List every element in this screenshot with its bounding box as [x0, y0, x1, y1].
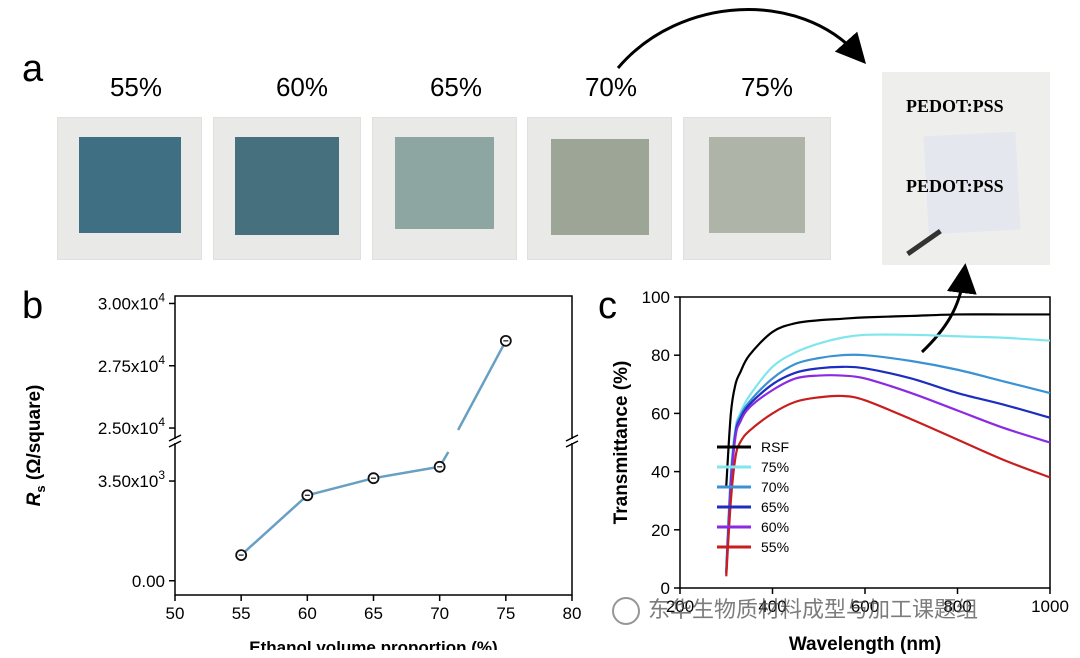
y-axis-label: Transmittance (%): [611, 361, 632, 525]
plot-frame-b: [174, 295, 573, 596]
legend-label: RSF: [761, 439, 789, 455]
watermark: 东华生物质材料成型与加工课题组: [612, 592, 979, 626]
series-line-55pct: [725, 394, 1051, 577]
x-tick-label: 70: [430, 604, 449, 623]
sample-photo-70: [527, 117, 672, 260]
legend-label: 60%: [761, 519, 789, 535]
x-axis-label: Ethanol volume proportion (%): [249, 638, 497, 650]
y-tick-label: 3.00x104: [98, 290, 166, 313]
y-tick-label: 40: [651, 463, 670, 482]
panel-label-a: a: [22, 48, 44, 90]
arrow-to-inset: [616, 8, 866, 69]
pedot-label-film: PEDOT:PSS: [906, 176, 1004, 196]
sample-label: 55%: [109, 72, 163, 102]
legend-label: 65%: [761, 499, 789, 515]
y-tick-label: 2.75x104: [98, 353, 166, 376]
y-tick-label: 20: [651, 521, 670, 540]
sample-photo-65: [372, 117, 517, 260]
panel-label-b: b: [22, 285, 44, 327]
axis-break-gap: [167, 439, 183, 443]
wechat-icon: [612, 597, 640, 626]
chart-b: 50 55 60 65 70 75 80 2.50x104 2.75x104 3.00x104 0.…: [24, 290, 582, 650]
y-tick-label: 80: [651, 346, 670, 365]
chart-c: 200 400 600 800 1000 0 20 40 60 80 100 RSF 75% 70% 65%…: [611, 288, 1069, 655]
sample-photo-75: [683, 117, 831, 260]
x-tick-label: 80: [563, 604, 582, 623]
legend-label: 70%: [761, 479, 789, 495]
axis-break-mark: [565, 434, 579, 442]
axis-break-gap: [564, 439, 580, 443]
film-swatch: [709, 137, 805, 233]
series-line-60pct: [725, 374, 1051, 574]
sample-photo-60: [213, 117, 361, 260]
axis-break-mark: [168, 434, 182, 442]
film-swatch: [79, 137, 181, 233]
data-line-segment: [240, 494, 309, 557]
watermark-text: 东华生物质材料成型与加工课题组: [648, 597, 979, 622]
x-tick-label: 400: [758, 597, 786, 616]
x-tick-label: 55: [232, 604, 251, 623]
y-tick-label: 0: [661, 579, 670, 598]
film-swatch: [551, 139, 649, 235]
legend-label: 55%: [761, 539, 789, 555]
x-tick-label: 800: [943, 597, 971, 616]
axis-break-mark: [565, 440, 579, 448]
sample-photo-55: [57, 117, 202, 260]
x-tick-label: 65: [364, 604, 383, 623]
y-tick-label: 100: [642, 288, 670, 307]
x-tick-label: 1000: [1031, 597, 1069, 616]
x-tick-label: 75: [496, 604, 515, 623]
tweezers-icon: [906, 228, 942, 257]
x-tick-label: 60: [298, 604, 317, 623]
sample-label: 75%: [740, 72, 794, 102]
sample-label: 60%: [275, 72, 329, 102]
film-swatch: [235, 137, 339, 235]
legend-label: 75%: [761, 459, 789, 475]
y-tick-label: 60: [651, 404, 670, 423]
film-swatch: [395, 137, 494, 229]
y-tick-label: 3.50x103: [98, 468, 166, 491]
sample-label: 70%: [584, 72, 638, 102]
x-tick-label: 600: [851, 597, 879, 616]
y-tick-label: 2.50x104: [98, 415, 166, 438]
data-line-segment: [456, 340, 507, 431]
pedot-label-top: PEDOT:PSS: [906, 96, 1004, 116]
inset-photo: PEDOT:PSS PEDOT:PSS: [882, 72, 1050, 265]
x-axis-label: Wavelength (nm): [789, 634, 941, 655]
y-axis-label: Rs (Ω/square): [24, 385, 48, 507]
data-line-segment: [307, 476, 374, 497]
y-tick-label: 0.00: [132, 572, 165, 591]
x-tick-label: 200: [666, 597, 694, 616]
x-tick-label: 50: [166, 604, 185, 623]
data-line-segment: [373, 465, 440, 480]
series-line-RSF: [725, 313, 1050, 487]
axis-break-mark: [168, 440, 182, 448]
panel-label-c: c: [598, 285, 617, 327]
sample-label: 65%: [429, 72, 483, 102]
